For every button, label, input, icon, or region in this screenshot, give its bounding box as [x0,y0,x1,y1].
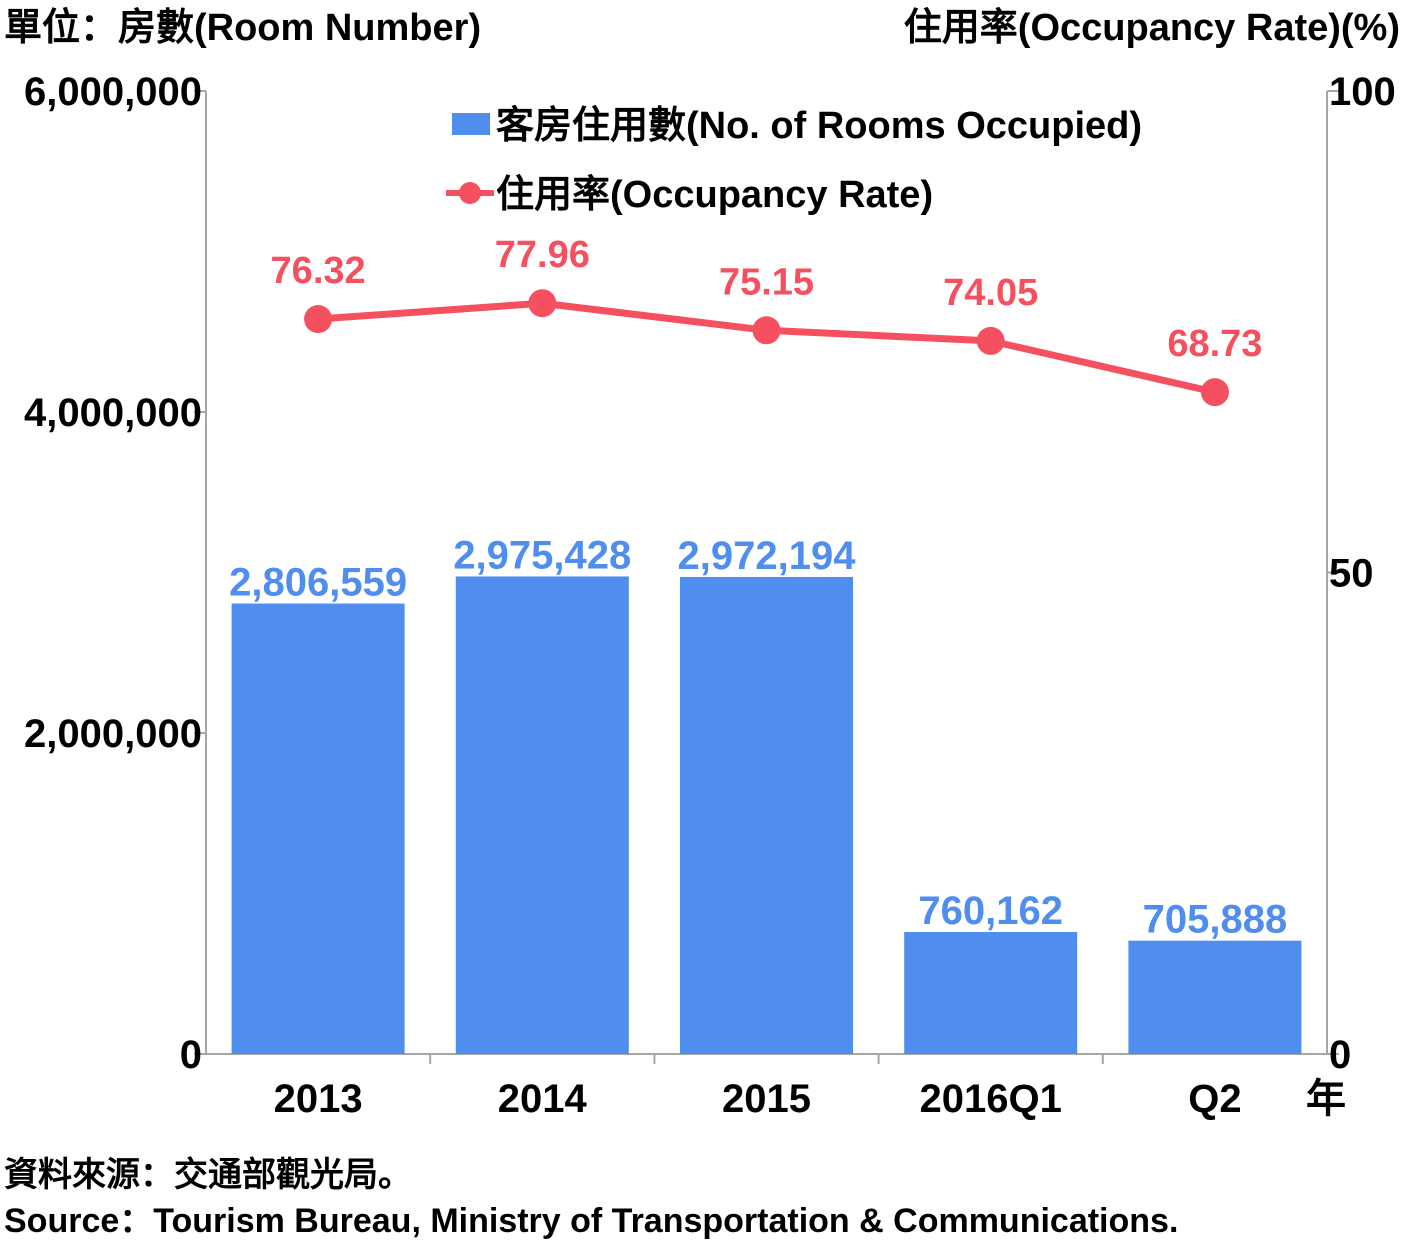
legend-line-label: 住用率(Occupancy Rate) [496,174,933,216]
left-tick-label: 6,000,000 [24,70,202,114]
bar [231,603,405,1054]
legend-bar-swatch [452,113,490,135]
rate-point [752,316,781,345]
bar-value-label: 705,888 [1143,898,1288,942]
axes: 單位：房數(Room Number) 住用率(Occupancy Rate)(%)… [4,7,1400,1240]
legend-bar-label: 客房住用數(No. of Rooms Occupied) [496,104,1142,147]
x-tick-label: 2013 [274,1077,363,1121]
bar-value-label: 2,975,428 [453,533,631,577]
labels: 2,806,559 2,975,428 2,972,194 760,162 705,88… [229,234,1287,941]
right-tick-label: 0 [1329,1033,1351,1077]
bar-value-label: 760,162 [918,889,1063,933]
rate-point [304,305,333,334]
bars [231,576,1302,1054]
bar-value-label: 2,806,559 [229,561,407,605]
x-tick-label: 2015 [722,1077,811,1121]
rate-value-label: 77.96 [495,234,590,276]
source-en: Source：Tourism Bureau, Ministry of Trans… [4,1202,1178,1240]
bar [680,576,853,1054]
rate-value-label: 74.05 [943,272,1038,314]
rate-line [304,289,1229,407]
x-unit-label: 年 [1306,1077,1346,1121]
right-tick-label: 100 [1329,70,1396,114]
rate-value-label: 75.15 [719,261,814,303]
bar [1128,940,1302,1054]
rate-value-label: 76.32 [271,250,366,292]
x-tick-label: 2014 [498,1077,588,1121]
rate-value-label: 68.73 [1167,323,1262,365]
x-tick-label: 2016Q1 [920,1077,1062,1121]
source-zh: 資料來源：交通部觀光局。 [4,1155,412,1194]
right-tick-label: 50 [1329,552,1374,596]
rate-point [976,326,1005,355]
rate-point [528,289,557,318]
right-axis-title: 住用率(Occupancy Rate)(%) [904,7,1400,49]
bar [904,931,1078,1054]
bar [455,576,629,1054]
left-axis-title: 單位：房數(Room Number) [4,7,481,49]
left-tick-label: 4,000,000 [24,391,202,435]
left-tick-label: 2,000,000 [24,712,202,756]
legend: 客房住用數(No. of Rooms Occupied) 住用率(Occupanc… [446,104,1142,216]
bar-value-label: 2,972,194 [678,534,857,578]
rate-point [1200,378,1229,407]
left-tick-label: 0 [180,1033,202,1077]
legend-line-marker [459,182,481,204]
x-tick-label: Q2 [1188,1077,1241,1121]
